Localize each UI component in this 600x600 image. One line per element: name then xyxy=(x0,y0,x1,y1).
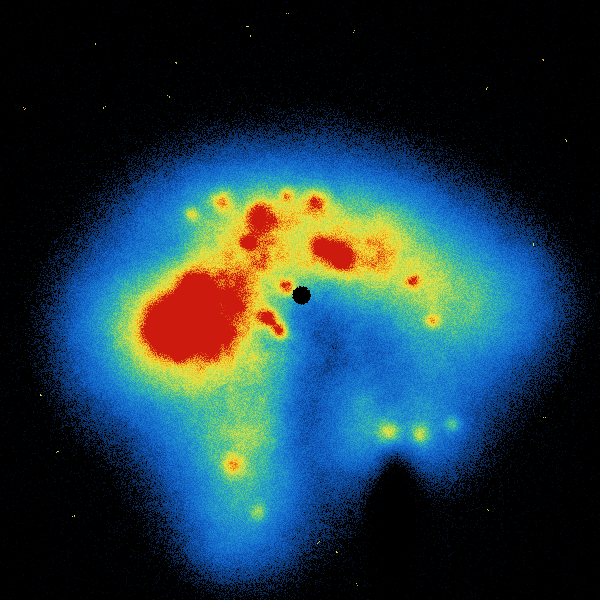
xray-false-color-image xyxy=(0,0,600,600)
image-viewport: extended diffuse X-ray emission with cen… xyxy=(0,0,600,600)
